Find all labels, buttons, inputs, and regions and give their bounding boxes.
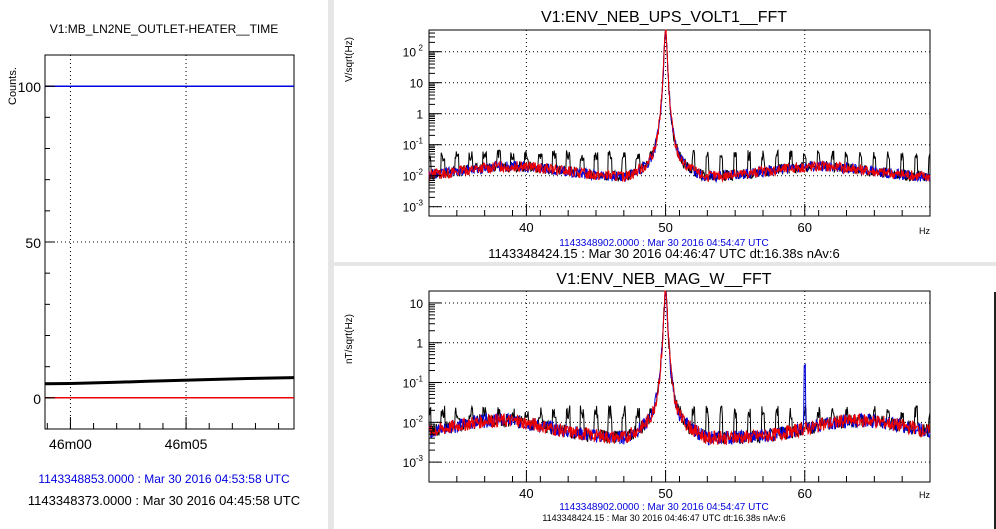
time-xtick-label: 46m00 (49, 436, 92, 452)
fft1-footer-blue: 1143348902.0000 : Mar 30 2016 04:54:47 U… (559, 238, 768, 249)
time-ytick-label: 100 (18, 79, 42, 95)
fft1-ytick-exp: -1 (416, 137, 424, 146)
fft2-ytick-label: 10 (410, 297, 424, 311)
fft2-chart: V1:ENV_NEB_MAG_W__FFT nT/sqrt(Hz) 10 -310… (344, 271, 931, 523)
fft2-xlabel: Hz (919, 490, 930, 500)
time-xtick-label: 46m05 (165, 436, 208, 452)
fft2-ytick-label: 1 (416, 337, 423, 351)
fft2-xtick-label: 60 (798, 486, 812, 501)
fft1-ylabel: V/sqrt(Hz) (344, 37, 355, 82)
fft1-xlabel: Hz (919, 226, 930, 236)
fft2-title: V1:ENV_NEB_MAG_W__FFT (556, 271, 771, 288)
fft1-xtick-label: 40 (519, 220, 533, 235)
time-ytick-label: 0 (33, 391, 41, 407)
fft1-series-line-3 (428, 29, 931, 183)
fft2-ytick-exp: -3 (416, 454, 424, 463)
time-ylabel: Counts. (7, 67, 19, 105)
time-ytick-label: 50 (25, 235, 41, 251)
fft1-ytick-exp: -3 (416, 199, 424, 208)
fft2-ytick-exp: -1 (416, 375, 424, 384)
fft1-ytick-label: 10 (410, 77, 424, 91)
fft2-footer-black: 1143348424.15 : Mar 30 2016 04:46:47 UTC… (542, 513, 785, 523)
time-title: V1:MB_LN2NE_OUTLET-HEATER__TIME (50, 22, 279, 36)
fft1-xtick-label: 50 (658, 220, 672, 235)
fft1-panel: V1:ENV_NEB_UPS_VOLT1__FFT V/sqrt(Hz) 10-… (334, 0, 996, 262)
fft2-ytick-label: 10 (403, 377, 417, 391)
fft1-ytick-label: 10 (403, 201, 417, 215)
fft2-xtick-label: 40 (519, 486, 533, 501)
time-series-line-2 (44, 376, 295, 386)
fft1-ytick-label: 10 (403, 170, 417, 184)
fft1-footer-black: 1143348424.15 : Mar 30 2016 04:46:47 UTC… (488, 246, 840, 261)
fft1-xtick-label: 60 (798, 220, 812, 235)
fft1-title: V1:ENV_NEB_UPS_VOLT1__FFT (541, 9, 787, 26)
fft1-plot-frame (428, 29, 931, 217)
right-edge-divider (994, 292, 996, 529)
fft2-xtick-label: 50 (658, 486, 672, 501)
fft1-ytick-exp: -2 (416, 168, 424, 177)
fft1-ytick-exp: 2 (419, 44, 424, 53)
fft2-panel: V1:ENV_NEB_MAG_W__FFT nT/sqrt(Hz) 10 -3 10… (334, 266, 996, 529)
fft2-ytick-exp: -2 (416, 414, 424, 423)
fft1-ytick-label: 10 (403, 139, 417, 153)
time-footer-black: 1143348373.0000 : Mar 30 2016 04:45:58 U… (28, 493, 300, 508)
fft2-footer-blue: 1143348902.0000 : Mar 30 2016 04:54:47 U… (559, 502, 768, 513)
time-panel: V1:MB_LN2NE_OUTLET-HEATER__TIME Counts. … (0, 0, 328, 529)
fft1-ytick-label: 10 (403, 46, 417, 60)
fft2-ytick-label: 10 (403, 456, 417, 470)
fft2-ylabel: nT/sqrt(Hz) (344, 314, 355, 364)
time-chart: V1:MB_LN2NE_OUTLET-HEATER__TIME Counts. … (7, 22, 300, 508)
fft1-ytick-label: 1 (416, 108, 423, 122)
fft1-chart: V1:ENV_NEB_UPS_VOLT1__FFT V/sqrt(Hz) 10-… (344, 9, 931, 261)
fft2-plot-frame (428, 290, 931, 483)
fft2-ytick-label: 10 (403, 416, 417, 430)
fft2-series-line-3 (428, 290, 931, 446)
time-footer-blue: 1143348853.0000 : Mar 30 2016 04:53:58 U… (38, 472, 290, 486)
